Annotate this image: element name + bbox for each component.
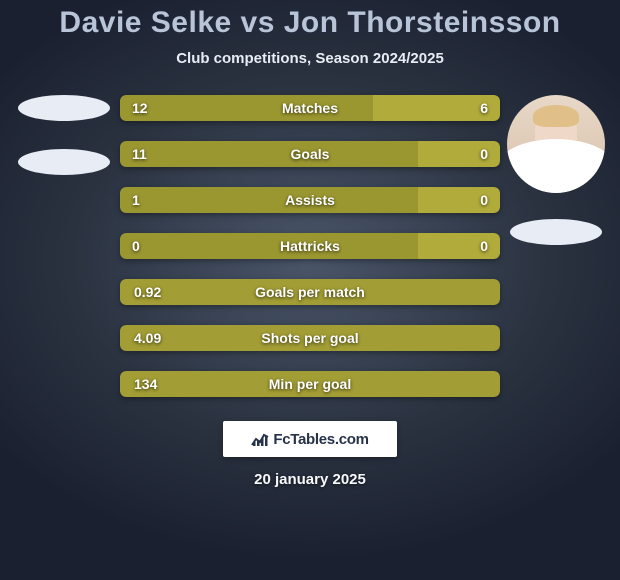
player-right-side <box>500 95 612 245</box>
bar-right-value: 0 <box>480 146 488 162</box>
bar-value: 4.09 <box>134 330 161 346</box>
bar-label: Goals per match <box>255 284 365 300</box>
bar-goals: 11 Goals 0 <box>120 141 500 167</box>
subtitle: Club competitions, Season 2024/2025 <box>0 50 620 67</box>
bar-shots-per-goal: 4.09 Shots per goal <box>120 325 500 351</box>
player-right-avatar <box>507 95 605 193</box>
bar-left-value: 0 <box>132 238 140 254</box>
logo-text: FcTables.com <box>273 431 368 448</box>
date-text: 20 january 2025 <box>254 471 366 488</box>
bar-label: Min per goal <box>269 376 351 392</box>
bar-left-fill <box>120 141 418 167</box>
player-left-placeholder-1 <box>18 95 110 121</box>
bar-value: 134 <box>134 376 157 392</box>
bar-left-fill <box>120 233 418 259</box>
bar-left-value: 12 <box>132 100 148 116</box>
stat-bars: 12 Matches 6 11 Goals 0 1 Assists 0 <box>120 95 500 397</box>
bar-label: Hattricks <box>280 238 340 254</box>
chart-icon <box>251 431 269 447</box>
bar-right-value: 0 <box>480 192 488 208</box>
fctables-logo[interactable]: FcTables.com <box>223 421 397 457</box>
bar-label: Matches <box>282 100 338 116</box>
bar-goals-per-match: 0.92 Goals per match <box>120 279 500 305</box>
bar-left-value: 1 <box>132 192 140 208</box>
bar-label: Shots per goal <box>261 330 358 346</box>
bar-value: 0.92 <box>134 284 161 300</box>
bar-assists: 1 Assists 0 <box>120 187 500 213</box>
player-left-side <box>8 95 120 175</box>
bar-left-fill <box>120 187 418 213</box>
footer: FcTables.com 20 january 2025 <box>0 421 620 488</box>
bar-right-value: 6 <box>480 100 488 116</box>
page-title: Davie Selke vs Jon Thorsteinsson <box>0 6 620 40</box>
player-right-placeholder <box>510 219 602 245</box>
player-left-placeholder-2 <box>18 149 110 175</box>
bar-label: Assists <box>285 192 335 208</box>
comparison-row: 12 Matches 6 11 Goals 0 1 Assists 0 <box>0 95 620 397</box>
bar-matches: 12 Matches 6 <box>120 95 500 121</box>
bar-label: Goals <box>291 146 330 162</box>
bar-right-value: 0 <box>480 238 488 254</box>
bar-left-value: 11 <box>132 146 147 162</box>
bar-min-per-goal: 134 Min per goal <box>120 371 500 397</box>
bar-hattricks: 0 Hattricks 0 <box>120 233 500 259</box>
